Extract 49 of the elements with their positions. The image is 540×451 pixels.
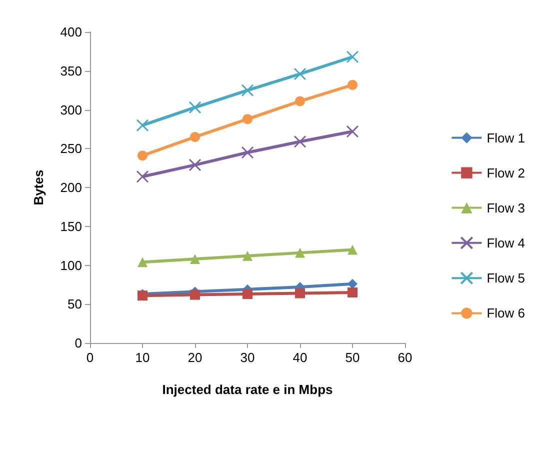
point xyxy=(136,170,149,183)
point xyxy=(346,125,359,138)
point xyxy=(188,158,202,172)
x-tick-label: 0 xyxy=(86,350,94,365)
y-tick-label: 200 xyxy=(60,180,82,195)
y-tick-label: 250 xyxy=(60,141,82,156)
point xyxy=(242,114,252,124)
point xyxy=(294,135,306,148)
point xyxy=(348,278,358,289)
point xyxy=(295,288,305,298)
legend-label: Flow 2 xyxy=(486,165,526,180)
legend-label: Flow 4 xyxy=(486,235,526,250)
point xyxy=(138,257,148,268)
point xyxy=(138,150,148,161)
point xyxy=(190,290,200,300)
y-axis-title: Bytes xyxy=(31,170,46,206)
legend-label: Flow 5 xyxy=(486,270,526,286)
y-tick-label: 350 xyxy=(60,63,82,78)
point xyxy=(136,119,149,132)
x-tick-label: 10 xyxy=(135,350,150,365)
x-axis-title: Injected data rate e in Mbps xyxy=(162,382,333,397)
legend-label: Flow 3 xyxy=(486,200,526,216)
point xyxy=(241,84,254,97)
point xyxy=(241,146,254,159)
point xyxy=(348,287,358,298)
legend-label: Flow 1 xyxy=(486,130,526,146)
point xyxy=(348,244,358,255)
point xyxy=(242,250,252,261)
x-tick-label: 30 xyxy=(240,350,255,365)
point xyxy=(348,80,358,90)
x-tick-label: 60 xyxy=(398,350,412,365)
y-tick-label: 300 xyxy=(60,102,82,118)
point xyxy=(190,254,200,264)
y-tick-label: 50 xyxy=(68,296,82,312)
point xyxy=(190,132,200,142)
point xyxy=(188,101,202,114)
x-tick-label: 50 xyxy=(345,350,360,365)
y-tick-label: 0 xyxy=(74,336,82,350)
point xyxy=(295,248,305,258)
x-tick-label: 40 xyxy=(292,350,308,365)
point xyxy=(242,289,252,300)
x-tick-label: 20 xyxy=(188,350,202,365)
y-tick-label: 400 xyxy=(60,24,82,40)
legend-label: Flow 6 xyxy=(486,306,526,321)
y-tick-label: 150 xyxy=(60,218,82,234)
point xyxy=(346,50,359,64)
y-tick-label: 100 xyxy=(60,258,82,273)
point xyxy=(294,68,306,80)
point xyxy=(295,96,305,106)
